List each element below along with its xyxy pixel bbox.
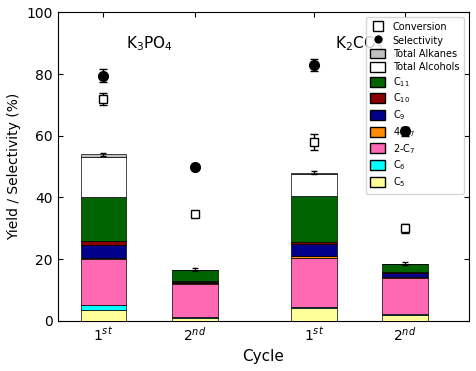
Bar [382, 315, 428, 321]
Bar [291, 257, 337, 307]
Bar [382, 313, 428, 315]
Y-axis label: Yield / Selectivity (%): Yield / Selectivity (%) [7, 93, 21, 240]
Bar [291, 196, 337, 242]
Text: K$_3$PO$_4$: K$_3$PO$_4$ [126, 34, 173, 53]
Bar [80, 305, 126, 310]
Text: K$_2$CO$_3$: K$_2$CO$_3$ [335, 34, 383, 53]
Bar [382, 273, 428, 277]
Bar [172, 318, 218, 321]
Bar [291, 242, 337, 244]
Bar [291, 307, 337, 308]
Bar [172, 282, 218, 283]
Bar [382, 278, 428, 313]
Bar [382, 272, 428, 273]
Bar [382, 277, 428, 278]
Bar [291, 173, 337, 174]
Bar [172, 284, 218, 317]
Bar [80, 197, 126, 240]
Bar [291, 308, 337, 321]
X-axis label: Cycle: Cycle [242, 349, 284, 364]
Bar [172, 281, 218, 282]
Bar [80, 257, 126, 259]
Bar [172, 283, 218, 284]
Bar [80, 245, 126, 257]
Bar [80, 157, 126, 197]
Bar [80, 240, 126, 245]
Bar [172, 317, 218, 318]
Bar [80, 259, 126, 305]
Bar [172, 270, 218, 281]
Bar [80, 154, 126, 157]
Legend: Conversion, Selectivity, Total Alkanes, Total Alcohols, C$_{11}$, C$_{10}$, C$_9: Conversion, Selectivity, Total Alkanes, … [366, 17, 464, 194]
Bar [291, 256, 337, 257]
Bar [382, 264, 428, 272]
Bar [80, 310, 126, 321]
Bar [291, 244, 337, 256]
Bar [291, 174, 337, 196]
